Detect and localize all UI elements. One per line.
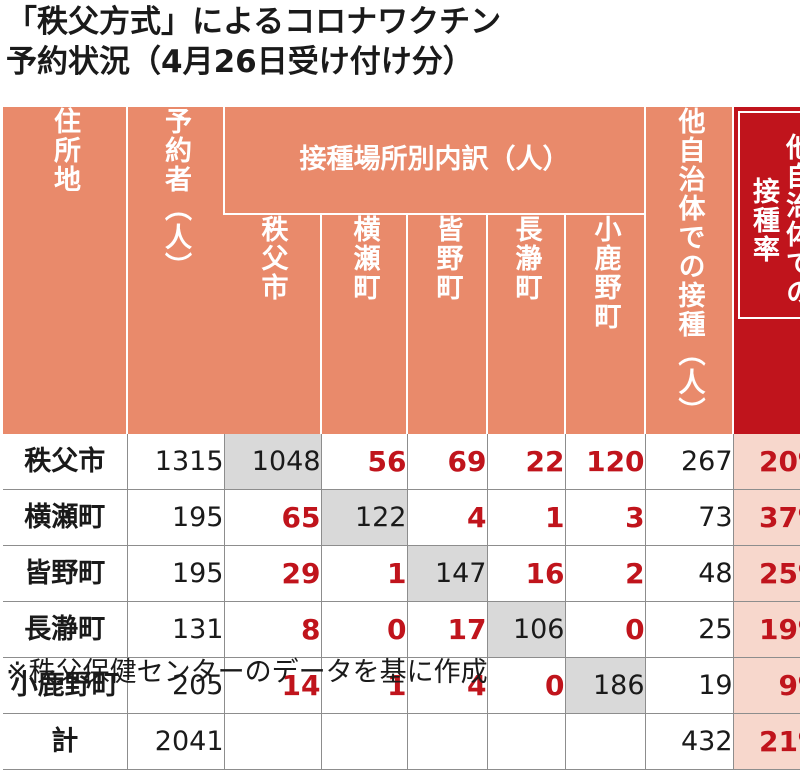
header-row-sub: 秩父市 横瀬町 皆野町 長瀞町 小鹿野町 bbox=[3, 213, 800, 434]
reservations-cell: 195 bbox=[126, 489, 224, 546]
figure-title: 「秩父方式」によるコロナワクチン 予約状況（4月26日受け付け分） bbox=[6, 2, 796, 82]
breakdown-cell bbox=[223, 713, 321, 770]
source-note: ※秩父保健センターのデータを基に作成 bbox=[6, 657, 488, 688]
header-location-nagatoro: 長瀞町 bbox=[486, 213, 565, 434]
breakdown-cell bbox=[486, 713, 565, 770]
breakdown-cell: 120 bbox=[564, 434, 646, 490]
breakdown-cell: 147 bbox=[406, 545, 487, 602]
rate-cell: 21% bbox=[732, 713, 800, 770]
table-row: 秩父市 1315 1048 56 69 22 120 267 20% bbox=[3, 434, 800, 490]
breakdown-cell: 22 bbox=[486, 434, 565, 490]
breakdown-cell: 16 bbox=[486, 545, 565, 602]
breakdown-cell: 17 bbox=[406, 601, 487, 658]
breakdown-cell: 8 bbox=[223, 601, 321, 658]
title-line-1: 「秩父方式」によるコロナワクチン bbox=[6, 4, 502, 40]
breakdown-cell: 106 bbox=[486, 601, 565, 658]
header-residence: 住所地 bbox=[3, 107, 127, 434]
other-cell: 48 bbox=[644, 545, 734, 602]
header-location-chichibu: 秩父市 bbox=[224, 213, 321, 434]
breakdown-cell: 3 bbox=[564, 489, 646, 546]
breakdown-cell: 1 bbox=[320, 545, 407, 602]
breakdown-cell bbox=[320, 713, 407, 770]
header-other-rate: 他自治体での接種率 bbox=[732, 107, 800, 434]
row-label: 秩父市 bbox=[3, 434, 127, 490]
row-label: 計 bbox=[3, 713, 127, 770]
breakdown-cell bbox=[564, 713, 646, 770]
other-cell: 267 bbox=[644, 434, 734, 490]
rate-cell: 37% bbox=[732, 489, 800, 546]
reservations-cell: 1315 bbox=[126, 434, 224, 490]
header-breakdown-group: 接種場所別内訳（人） bbox=[222, 107, 646, 215]
title-line-2: 予約状況（4月26日受け付け分） bbox=[6, 44, 474, 80]
breakdown-cell: 56 bbox=[320, 434, 407, 490]
header-location-ogano: 小鹿野町 bbox=[563, 213, 646, 434]
row-label: 長瀞町 bbox=[3, 601, 127, 658]
total-row: 計 2041 432 21% bbox=[3, 713, 800, 770]
table-row: 横瀬町 195 65 122 4 1 3 73 37% bbox=[3, 489, 800, 546]
header-other-municipality: 他自治体での接種（人） bbox=[644, 107, 734, 434]
header-location-yokoze: 横瀬町 bbox=[320, 213, 407, 434]
rate-cell: 19% bbox=[732, 601, 800, 658]
rate-cell: 25% bbox=[732, 545, 800, 602]
other-cell: 19 bbox=[644, 657, 734, 714]
other-cell: 25 bbox=[644, 601, 734, 658]
other-cell: 432 bbox=[644, 713, 734, 770]
rate-cell: 9% bbox=[732, 657, 800, 714]
row-label: 横瀬町 bbox=[3, 489, 127, 546]
header-reservations: 予約者（人） bbox=[126, 107, 224, 434]
breakdown-cell: 4 bbox=[406, 489, 487, 546]
breakdown-cell: 1048 bbox=[223, 434, 321, 490]
breakdown-cell bbox=[406, 713, 487, 770]
reservations-cell: 195 bbox=[126, 545, 224, 602]
breakdown-cell: 1 bbox=[486, 489, 565, 546]
row-label: 皆野町 bbox=[3, 545, 127, 602]
reservations-cell: 2041 bbox=[126, 713, 224, 770]
reservations-cell: 131 bbox=[126, 601, 224, 658]
breakdown-cell: 2 bbox=[564, 545, 646, 602]
breakdown-cell: 0 bbox=[320, 601, 407, 658]
breakdown-cell: 0 bbox=[564, 601, 646, 658]
breakdown-cell: 122 bbox=[320, 489, 407, 546]
breakdown-cell: 65 bbox=[223, 489, 321, 546]
header-location-minano: 皆野町 bbox=[406, 213, 487, 434]
rate-cell: 20% bbox=[732, 434, 800, 490]
breakdown-cell: 186 bbox=[564, 657, 646, 714]
breakdown-cell: 0 bbox=[486, 657, 565, 714]
breakdown-cell: 69 bbox=[406, 434, 487, 490]
header-row-top: 住所地 予約者（人） 接種場所別内訳（人） 他自治体での接種（人） 他自治体での… bbox=[3, 107, 800, 434]
table-row: 長瀞町 131 8 0 17 106 0 25 19% bbox=[3, 601, 800, 658]
other-cell: 73 bbox=[644, 489, 734, 546]
table-row: 皆野町 195 29 1 147 16 2 48 25% bbox=[3, 545, 800, 602]
breakdown-cell: 29 bbox=[223, 545, 321, 602]
